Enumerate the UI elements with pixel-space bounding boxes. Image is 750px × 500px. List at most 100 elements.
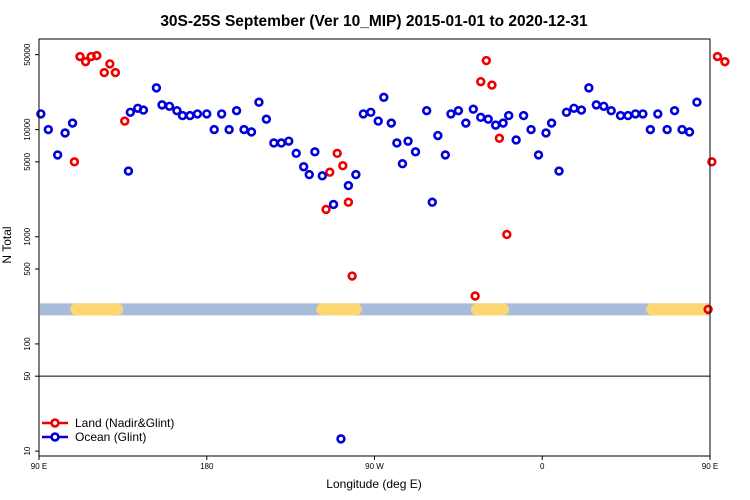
data-point: [483, 114, 493, 124]
data-point: [476, 76, 486, 87]
data-point: [69, 157, 80, 167]
plot-area: [36, 50, 730, 444]
plot-frame: [38, 38, 711, 457]
data-point: [151, 83, 162, 93]
data-point: [584, 83, 594, 93]
data-point: [392, 138, 402, 148]
x-tick-label: 180: [200, 462, 214, 471]
data-point: [36, 109, 46, 119]
data-point: [336, 434, 346, 444]
data-point: [138, 105, 149, 115]
series-0: [69, 50, 730, 315]
data-point: [60, 128, 70, 138]
data-point: [246, 127, 257, 137]
data-point: [276, 138, 287, 148]
data-point: [373, 116, 383, 126]
data-point: [321, 204, 331, 215]
data-point: [427, 197, 437, 207]
y-tick-label: 50: [23, 371, 32, 380]
y-tick-label: 5000: [23, 152, 32, 170]
data-point: [576, 105, 587, 115]
y-tick-label: 10000: [23, 118, 32, 141]
data-point: [677, 124, 687, 135]
data-point: [185, 110, 195, 121]
data-point: [123, 166, 134, 176]
data-point: [224, 124, 234, 135]
data-point: [332, 148, 342, 159]
data-point: [669, 106, 680, 116]
data-point: [653, 109, 663, 119]
data-point: [638, 109, 648, 119]
data-point: [494, 133, 505, 143]
data-point: [461, 118, 471, 128]
data-point: [347, 271, 357, 281]
data-point: [526, 124, 536, 135]
data-point: [338, 161, 348, 171]
data-point: [269, 138, 279, 148]
data-point: [192, 109, 203, 119]
data-point: [546, 118, 557, 128]
data-point: [67, 118, 78, 128]
data-point: [92, 50, 102, 61]
data-point: [481, 55, 492, 66]
x-tick-label: 0: [540, 462, 545, 471]
data-point: [569, 103, 579, 113]
data-point: [403, 136, 413, 146]
data-point: [317, 171, 328, 181]
data-point: [645, 124, 656, 135]
data-point: [172, 106, 182, 116]
data-point: [177, 110, 188, 121]
data-point: [105, 59, 115, 69]
data-point: [468, 104, 478, 114]
data-point: [561, 107, 572, 117]
chart-title: 30S-25S September (Ver 10_MIP) 2015-01-0…: [160, 13, 588, 30]
data-point: [209, 124, 219, 135]
data-point: [157, 100, 167, 110]
data-point: [692, 97, 702, 107]
data-point: [606, 106, 616, 116]
data-point: [379, 92, 389, 103]
data-point: [615, 110, 626, 121]
data-point: [366, 107, 376, 117]
data-point: [304, 169, 314, 180]
data-point: [386, 118, 396, 128]
data-point: [446, 109, 456, 119]
data-point: [498, 118, 508, 128]
y-tick-label: 500: [23, 262, 32, 276]
legend-label: Ocean (Glint): [75, 430, 146, 444]
data-point: [164, 101, 175, 111]
data-point: [80, 56, 91, 67]
x-tick-label: 90 E: [702, 462, 718, 471]
data-point: [487, 80, 497, 90]
data-point: [99, 67, 109, 78]
data-point: [421, 106, 432, 116]
data-point: [298, 162, 309, 172]
data-point: [518, 110, 529, 121]
y-tick-label: 50000: [23, 43, 32, 66]
data-point: [410, 147, 421, 157]
data-point: [511, 135, 521, 145]
data-point: [720, 56, 730, 67]
data-point: [684, 127, 695, 137]
data-point: [231, 106, 242, 116]
x-tick-label: 90 E: [31, 462, 47, 471]
data-point: [599, 101, 609, 111]
data-point: [533, 150, 544, 160]
legend-label: Land (Nadir&Glint): [75, 416, 174, 430]
data-point: [202, 109, 212, 119]
data-point: [43, 124, 54, 135]
data-point: [328, 199, 339, 210]
y-tick-label: 100: [23, 337, 32, 351]
y-axis-label: N Total: [0, 226, 14, 263]
data-point: [239, 124, 249, 135]
legend-marker: [50, 432, 60, 442]
data-point: [120, 116, 130, 126]
axes: 90 E 180 90 W 0 90 E 10 50 100 500 1000 5000 10000 5…: [23, 38, 718, 471]
data-point: [261, 114, 272, 124]
data-point: [358, 109, 369, 119]
data-point: [310, 147, 320, 157]
data-point: [284, 136, 294, 146]
data-point: [125, 107, 136, 117]
data-point: [351, 169, 361, 180]
